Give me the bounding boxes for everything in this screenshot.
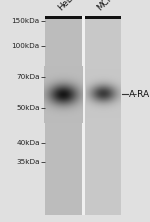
Text: 100kDa: 100kDa [12,43,40,49]
Bar [45,16,82,215]
Text: A-RAF: A-RAF [129,90,150,99]
Text: 50kDa: 50kDa [16,105,40,111]
Text: 40kDa: 40kDa [16,140,40,146]
Bar [85,16,122,19]
Text: MCF7: MCF7 [95,0,118,12]
Text: HeLa: HeLa [56,0,78,12]
Text: 70kDa: 70kDa [16,74,40,81]
Bar [85,16,122,215]
Bar [45,16,82,19]
Bar [82,16,85,215]
Text: 35kDa: 35kDa [16,159,40,165]
Text: 150kDa: 150kDa [12,18,40,24]
